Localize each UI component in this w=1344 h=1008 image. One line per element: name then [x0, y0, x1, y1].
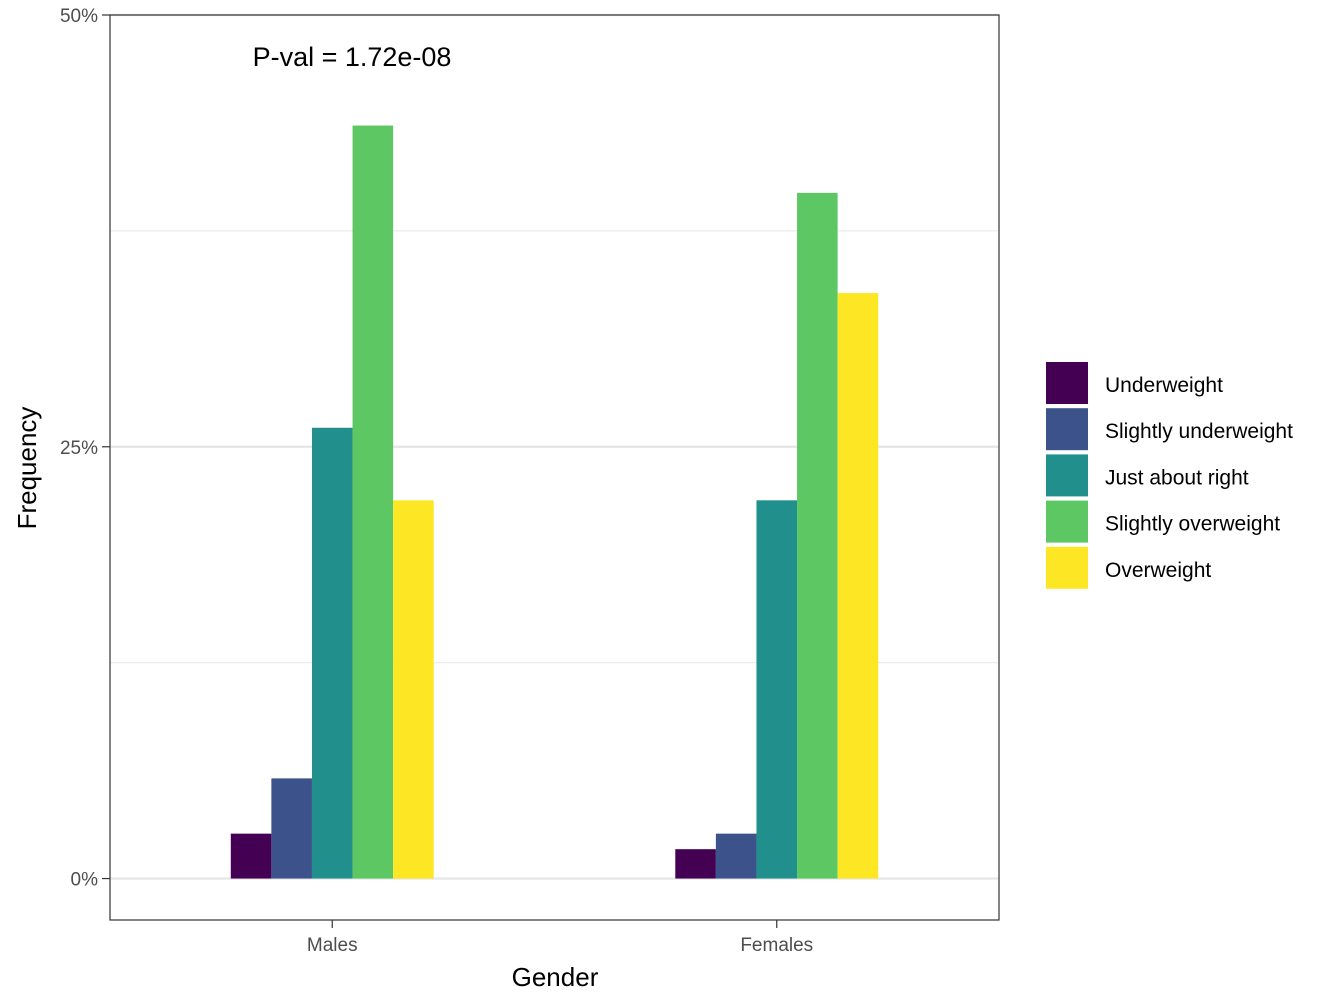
x-tick-label: Males [307, 935, 358, 956]
legend-key [1046, 500, 1088, 543]
bar [352, 125, 394, 879]
y-axis: 0% 25% 50% [60, 6, 110, 891]
legend-label: Overweight [1105, 559, 1211, 582]
legend: Underweight Slightly underweight Just abou… [1046, 362, 1293, 589]
panel-border [109, 14, 1000, 921]
p-value-annotation: P-val = 1.72e-08 [253, 42, 452, 72]
legend-key [1046, 362, 1088, 404]
legend-label: Just about right [1105, 466, 1249, 489]
x-axis-title: Gender [512, 962, 599, 992]
x-tick-label: Females [740, 935, 813, 956]
bar [230, 833, 272, 879]
bar [271, 778, 312, 879]
bars [230, 125, 879, 879]
y-axis-title: Frequency [12, 407, 42, 530]
legend-key [1046, 454, 1088, 497]
legend-label: Underweight [1105, 374, 1223, 397]
bar [837, 293, 879, 879]
legend-key [1046, 408, 1088, 451]
x-axis: Males Females [307, 920, 813, 956]
y-tick-label: 50% [60, 6, 98, 27]
bar [756, 500, 798, 879]
legend-label: Slightly overweight [1105, 513, 1280, 536]
bar [311, 427, 353, 879]
bar [797, 192, 838, 879]
y-tick-label: 0% [71, 870, 99, 891]
bar [715, 833, 757, 879]
legend-key [1046, 546, 1088, 589]
bar [675, 849, 716, 879]
y-tick-label: 25% [60, 438, 98, 459]
legend-label: Slightly underweight [1105, 420, 1293, 443]
bar [393, 500, 434, 879]
